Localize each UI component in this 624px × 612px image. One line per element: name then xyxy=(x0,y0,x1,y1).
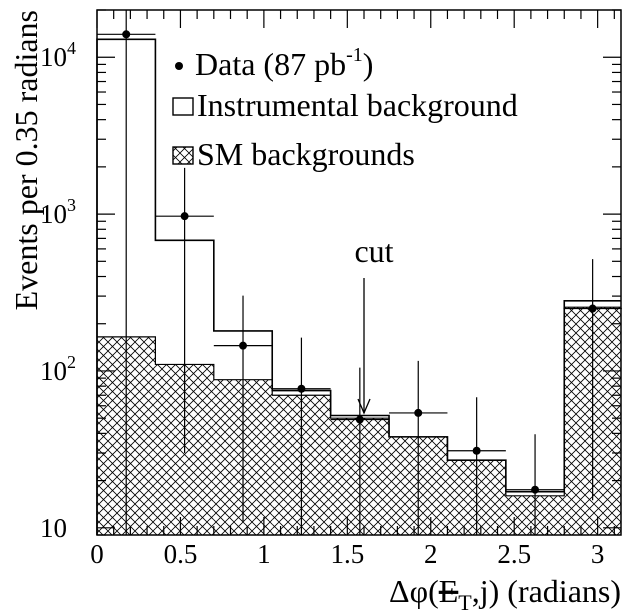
legend-data-label-main: Data (87 pb xyxy=(195,46,346,82)
cut-label: cut xyxy=(354,233,393,269)
data-point xyxy=(97,10,156,535)
y-tick-label-base: 10 xyxy=(40,356,67,386)
data-point-marker xyxy=(239,341,248,350)
data-point xyxy=(155,167,214,453)
legend-sm-label: SM backgrounds xyxy=(197,136,415,172)
cut-annotation: cut xyxy=(354,233,394,415)
x-tick-label: 0.5 xyxy=(164,539,198,569)
legend-data-label: Data (87 pb-1) xyxy=(195,44,373,82)
legend-data-marker xyxy=(175,62,183,70)
x-tick-label: 2 xyxy=(424,539,438,569)
x-tick-label: 2.5 xyxy=(497,539,531,569)
y-tick-label-base: 10 xyxy=(40,199,67,229)
y-tick-label: 102 xyxy=(40,352,76,386)
x-axis-title: Δφ(ET,j) (radians) xyxy=(389,573,621,612)
x-axis-title-suffix: ,j) (radians) xyxy=(472,573,621,609)
data-point xyxy=(563,259,622,501)
data-point-marker xyxy=(531,485,540,494)
plot-frame xyxy=(96,9,622,536)
data-point xyxy=(447,397,506,535)
legend-data-label-sup: -1 xyxy=(346,44,363,66)
cut-arrow-head xyxy=(357,398,371,415)
data-point-marker xyxy=(122,30,131,39)
x-tick-label: 3 xyxy=(591,539,605,569)
y-tick-label: 103 xyxy=(40,195,76,229)
legend-data-label-close: ) xyxy=(363,46,374,82)
legend-instrumental-label: Instrumental background xyxy=(197,87,518,123)
x-axis: 0 0.5 1 1.5 2 2.5 3 xyxy=(90,10,615,569)
instrumental-background-line xyxy=(96,38,621,535)
data-point xyxy=(213,295,273,522)
x-tick-label: 1.5 xyxy=(330,539,364,569)
data-point xyxy=(272,337,331,535)
x-axis-title-prefix: Δφ( xyxy=(389,573,439,609)
data-point xyxy=(330,367,390,535)
y-tick-label-exp: 3 xyxy=(67,195,76,215)
y-tick-label-exp: 4 xyxy=(67,38,76,58)
legend-sm-swatch xyxy=(172,146,194,165)
x-axis-title-met: E xyxy=(439,573,459,609)
data-point-marker xyxy=(414,408,423,417)
data-point-marker xyxy=(180,212,189,221)
y-tick-label-exp: 2 xyxy=(67,352,76,372)
y-tick-label: 10 xyxy=(40,513,67,543)
data-point-marker xyxy=(297,384,306,393)
y-tick-label: 104 xyxy=(40,38,76,72)
data-point-marker xyxy=(588,304,597,313)
x-tick-label: 0 xyxy=(90,539,104,569)
x-tick-label: 1 xyxy=(257,539,271,569)
y-axis-title: Events per 0.35 radians xyxy=(8,10,44,310)
data-point xyxy=(505,434,565,535)
legend-instrumental-swatch xyxy=(172,97,194,116)
x-axis-title-sub: T xyxy=(458,590,472,612)
legend: Data (87 pb-1) Instrumental background SM … xyxy=(172,44,518,172)
data-point-marker xyxy=(355,415,364,424)
y-tick-label-base: 10 xyxy=(40,513,67,543)
data-point xyxy=(389,360,448,535)
y-tick-label-base: 10 xyxy=(40,42,67,72)
data-point-marker xyxy=(472,446,481,455)
